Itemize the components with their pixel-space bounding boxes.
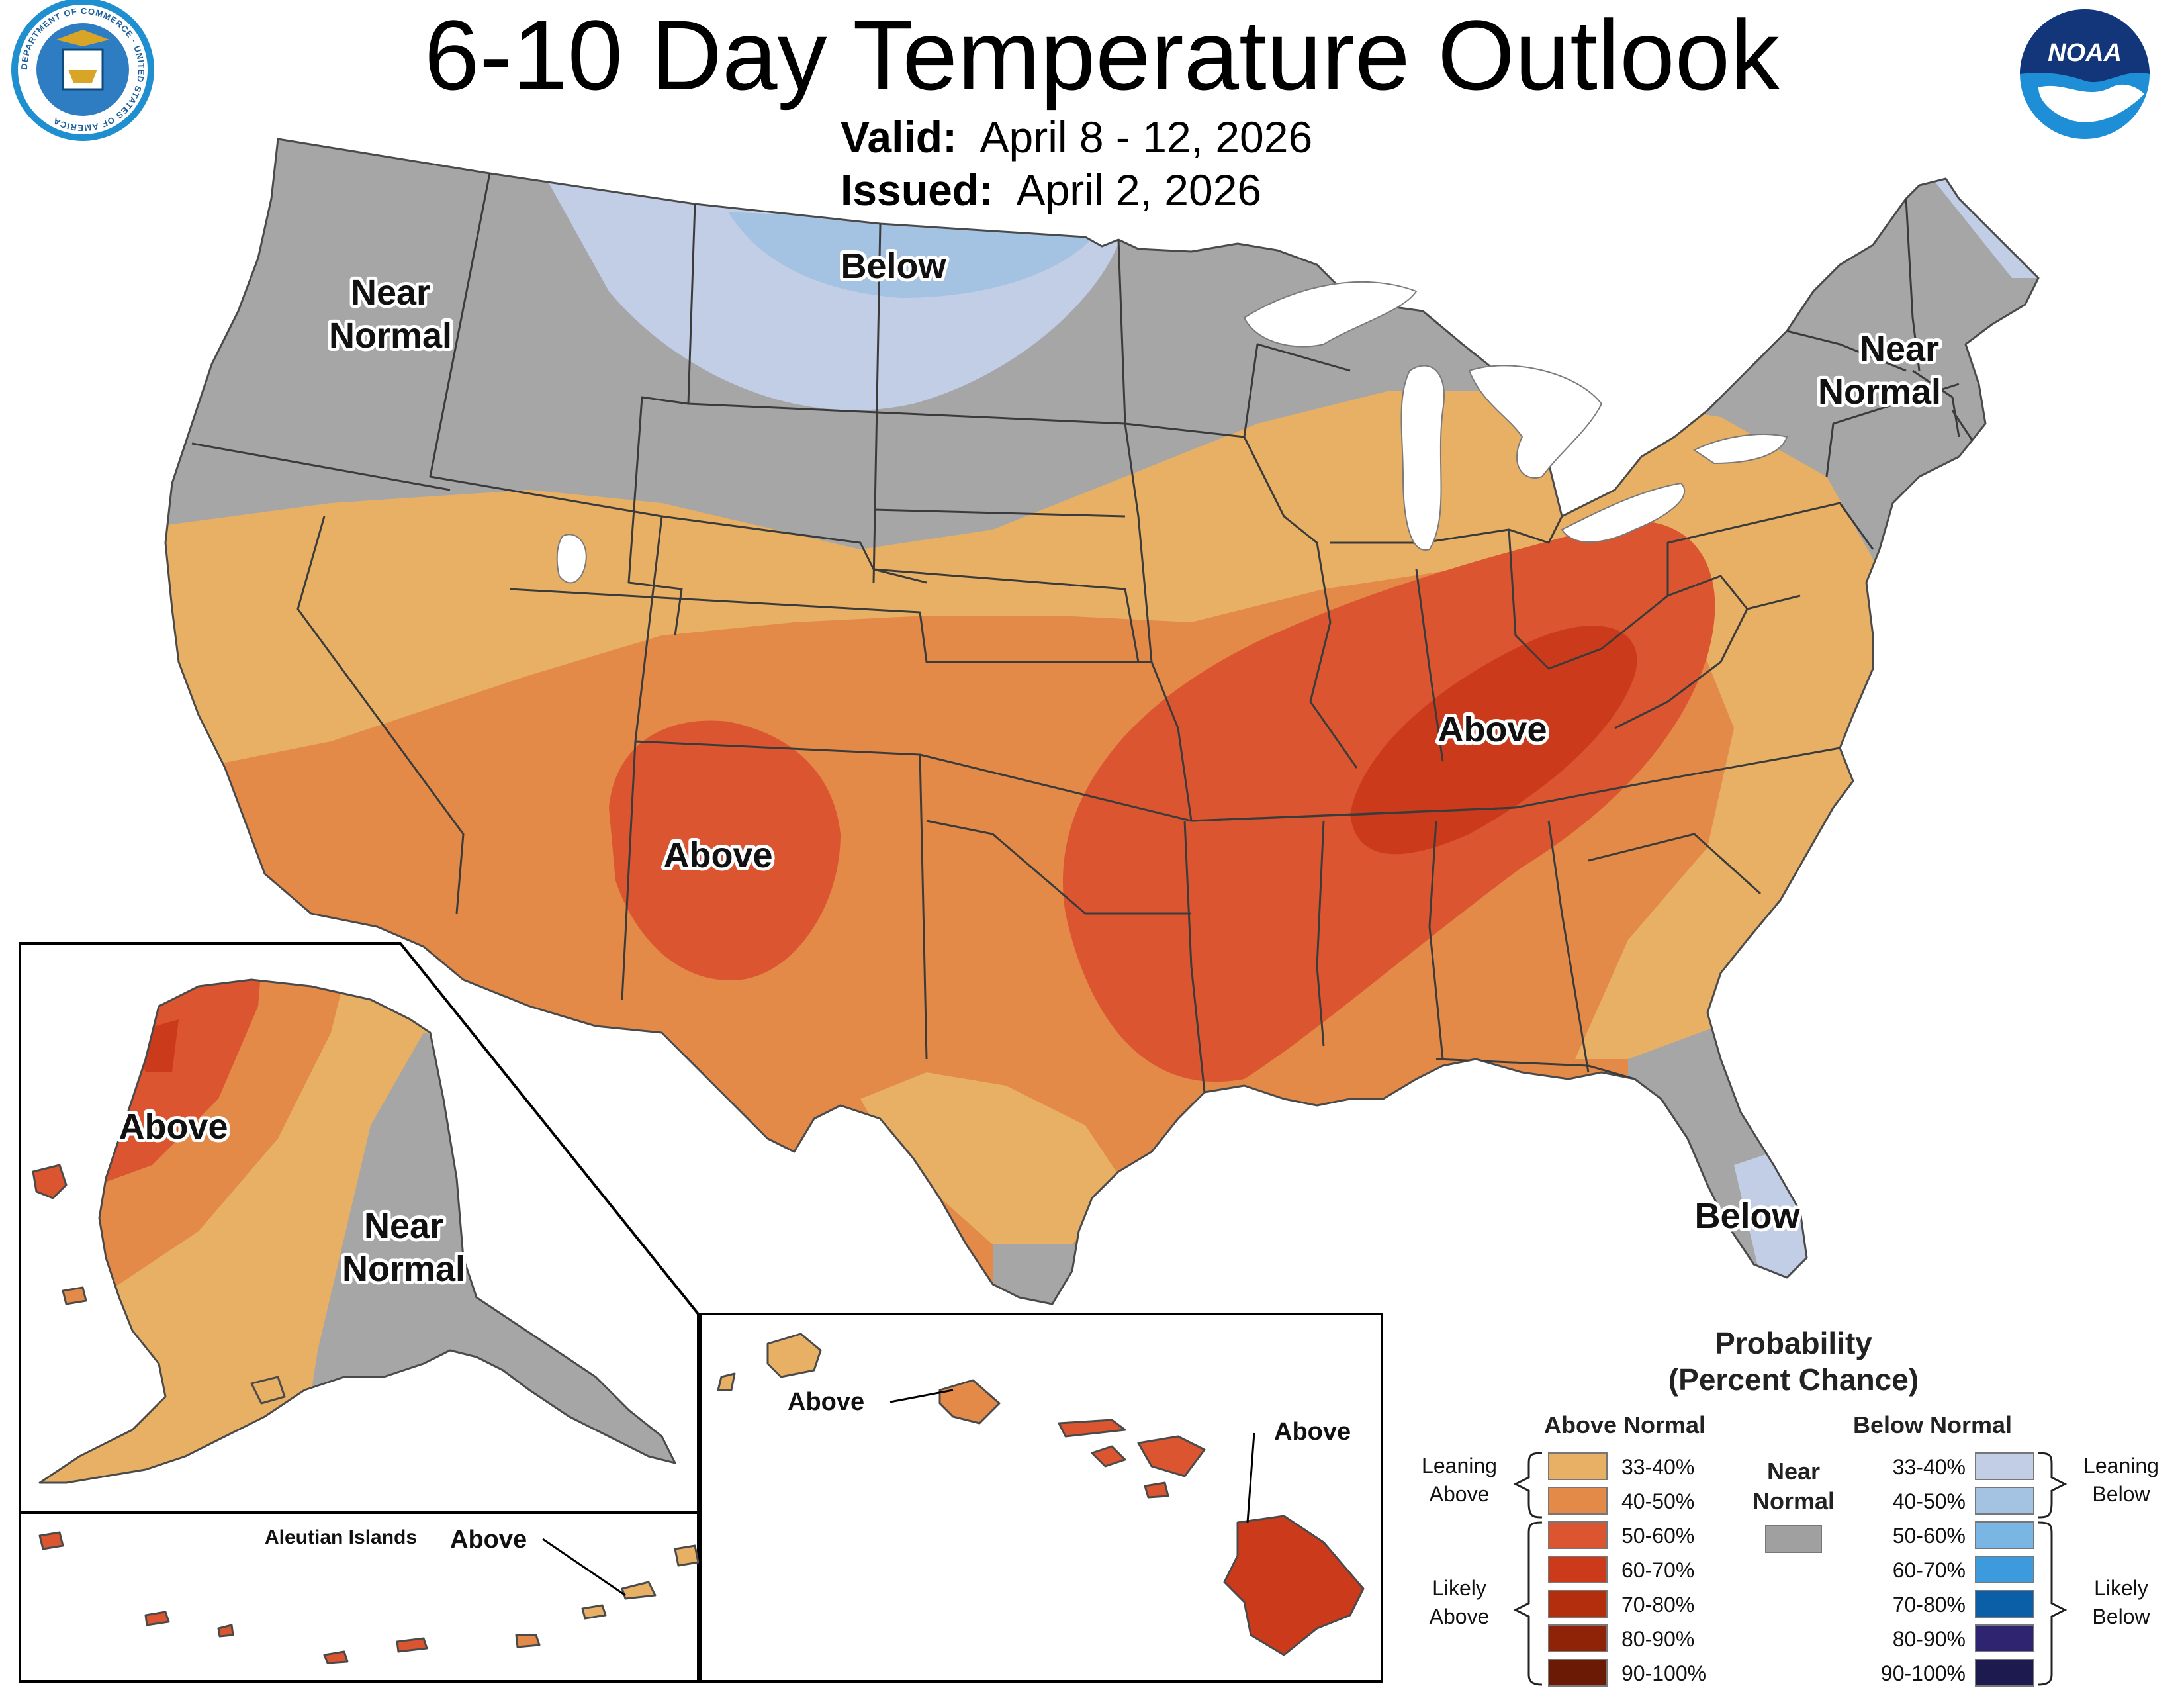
legend-below-swatch xyxy=(1975,1487,2034,1515)
issued-value: April 2, 2026 xyxy=(1017,165,1262,214)
department-of-commerce-seal-icon: DEPARTMENT OF COMMERCE · UNITED STATES O… xyxy=(11,0,154,141)
likely-above-core-region xyxy=(1350,626,1637,855)
legend: Probability (Percent Chance) Above Norma… xyxy=(1422,1326,2159,1687)
legend-above-label: 90-100% xyxy=(1621,1662,1706,1685)
legend-above-label: 33-40% xyxy=(1621,1455,1694,1479)
us-map-labels: Near Normal Below Near Normal Above Abov… xyxy=(326,243,1944,1239)
label-north-central: Below xyxy=(841,246,946,286)
legend-near-normal-line2: Normal xyxy=(1752,1487,1835,1515)
legend-below-label: 60-70% xyxy=(1893,1558,1966,1582)
label-hawaii-west: Above xyxy=(788,1388,864,1416)
legend-above-swatch xyxy=(1548,1452,1608,1480)
legend-brace-likely-below xyxy=(2038,1521,2068,1686)
legend-leaning-above-line1: Leaning xyxy=(1422,1454,1497,1477)
legend-above-swatch xyxy=(1548,1521,1608,1549)
valid-value: April 8 - 12, 2026 xyxy=(980,113,1313,162)
label-ohio-valley: Above xyxy=(1437,710,1547,749)
label-northeast-line1: Near xyxy=(1860,329,1939,369)
legend-above-swatch xyxy=(1548,1487,1608,1515)
legend-leaning-below-line2: Below xyxy=(2092,1482,2150,1506)
legend-title-line2: (Percent Chance) xyxy=(1668,1362,1919,1397)
aleutian-inset: Aleutian Islands Above xyxy=(19,1511,700,1683)
legend-above-swatch xyxy=(1548,1659,1608,1687)
legend-likely-below-line1: Likely xyxy=(2094,1576,2148,1600)
legend-below-label: 40-50% xyxy=(1893,1489,1966,1513)
legend-below-swatch xyxy=(1975,1659,2034,1687)
label-aleutian: Above xyxy=(450,1526,527,1554)
below-north-core-region xyxy=(728,212,1099,298)
leaning-above-texas-region xyxy=(860,1072,1125,1244)
hawaii-east-leader-line xyxy=(1246,1432,1255,1523)
legend-below-swatch xyxy=(1975,1556,2034,1583)
legend-above-label: 50-60% xyxy=(1621,1524,1694,1548)
valid-line: Valid: April 8 - 12, 2026 xyxy=(841,113,1312,162)
legend-likely-above-line2: Above xyxy=(1430,1605,1490,1628)
issued-line: Issued: April 2, 2026 xyxy=(841,165,1261,214)
legend-brace-leaning-above xyxy=(1513,1452,1543,1519)
great-lakes xyxy=(556,281,1788,584)
label-southwest: Above xyxy=(663,835,772,875)
legend-below-label: 33-40% xyxy=(1893,1455,1966,1479)
legend-above-rows: 33-40% 40-50% 50-60% 60-70% 70-80% 80-90% 90-1… xyxy=(1548,1452,1706,1687)
label-hawaii-east: Above xyxy=(1274,1418,1351,1446)
label-florida: Below xyxy=(1694,1196,1800,1236)
legend-above-swatch xyxy=(1548,1624,1608,1652)
label-aleutian-islands: Aleutian Islands xyxy=(265,1526,417,1548)
noaa-logo-icon: NOAA xyxy=(2020,9,2150,139)
legend-leaning-below-line1: Leaning xyxy=(2083,1454,2159,1477)
below-florida-region xyxy=(1734,1152,1813,1278)
label-alaska-east-line1: Near xyxy=(364,1206,443,1246)
legend-near-normal-swatch xyxy=(1765,1525,1822,1553)
aleutian-islands-shapes xyxy=(38,1531,700,1664)
legend-below-label: 80-90% xyxy=(1893,1627,1966,1651)
legend-below-swatch xyxy=(1975,1521,2034,1549)
valid-label: Valid: xyxy=(841,113,957,162)
legend-title-line1: Probability xyxy=(1715,1326,1872,1360)
legend-below-swatch xyxy=(1975,1590,2034,1618)
aleutian-leader-line xyxy=(542,1538,626,1597)
legend-near-normal-line1: Near xyxy=(1767,1458,1820,1485)
noaa-logo-text: NOAA xyxy=(2048,39,2122,67)
legend-below-rows: 33-40% 40-50% 50-60% 60-70% 70-80% 80-90% 90-1… xyxy=(1881,1452,2034,1687)
label-northwest-line1: Near xyxy=(351,273,430,312)
legend-above-label: 70-80% xyxy=(1621,1593,1694,1617)
legend-above-swatch xyxy=(1548,1556,1608,1583)
legend-likely-above-line1: Likely xyxy=(1432,1576,1486,1600)
legend-brace-likely-above xyxy=(1513,1521,1543,1686)
legend-below-header: Below Normal xyxy=(1853,1411,2012,1438)
legend-below-swatch xyxy=(1975,1624,2034,1652)
legend-above-header: Above Normal xyxy=(1544,1411,1706,1438)
legend-above-label: 60-70% xyxy=(1621,1558,1694,1582)
likely-above-southwest-region xyxy=(609,720,841,980)
legend-below-label: 90-100% xyxy=(1881,1662,1966,1685)
legend-below-swatch xyxy=(1975,1452,2034,1480)
legend-brace-leaning-below xyxy=(2038,1452,2068,1519)
page-title: 6-10 Day Temperature Outlook xyxy=(424,0,1780,111)
issued-label: Issued: xyxy=(841,165,993,214)
hawaii-inset: Above Above xyxy=(699,1313,1383,1683)
legend-above-swatch xyxy=(1548,1590,1608,1618)
label-northeast-line2: Normal xyxy=(1818,372,1941,412)
legend-likely-below-line2: Below xyxy=(2092,1605,2150,1628)
label-alaska-east-line2: Normal xyxy=(342,1249,465,1289)
legend-below-label: 50-60% xyxy=(1893,1524,1966,1548)
legend-above-label: 80-90% xyxy=(1621,1627,1694,1651)
label-alaska-west: Above xyxy=(118,1107,228,1147)
header: 6-10 Day Temperature Outlook Valid: Apri… xyxy=(424,0,1780,214)
below-maine-region xyxy=(1933,179,2038,278)
legend-above-label: 40-50% xyxy=(1621,1489,1694,1513)
label-northwest-line2: Normal xyxy=(329,316,452,355)
state-borders xyxy=(191,173,1980,1093)
legend-leaning-above-line2: Above xyxy=(1430,1482,1490,1506)
hawaii-west-leader-line xyxy=(889,1389,954,1403)
legend-below-label: 70-80% xyxy=(1893,1593,1966,1617)
alaska-inset: Above Near Normal xyxy=(19,942,700,1514)
